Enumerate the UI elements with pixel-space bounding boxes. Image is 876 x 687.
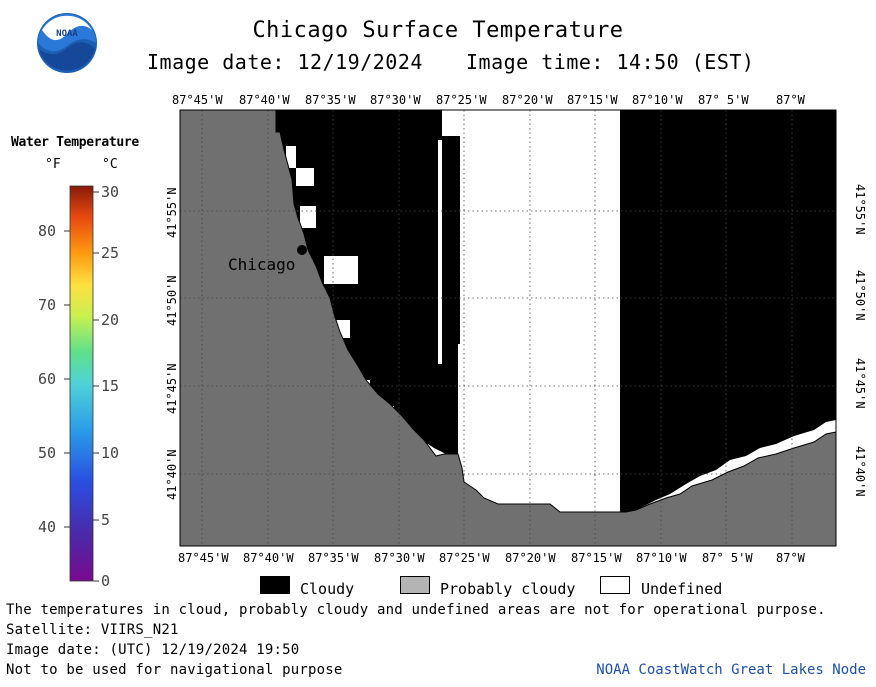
cloudy-swatch [260, 576, 290, 594]
cloud-region-east [620, 110, 836, 514]
lat-label: 41°40'N [853, 446, 867, 497]
bottom-lon-labels: 87°45'W 87°40'W 87°35'W 87°30'W 87°25'W … [178, 551, 806, 565]
noaa-logo-text: NOAA [56, 29, 78, 39]
legend-title: Water Temperature [11, 135, 139, 150]
unit-fahrenheit: °F [45, 157, 61, 172]
chicago-marker [297, 245, 307, 255]
disclaimer-note: The temperatures in cloud, probably clou… [6, 602, 826, 618]
cloud-region-west [276, 110, 460, 454]
lon-label: 87°25'W [439, 551, 490, 565]
city-label: Chicago [228, 255, 295, 274]
cloudy-label: Cloudy [300, 580, 355, 598]
noaa-logo: NOAA [36, 12, 98, 74]
lon-label: 87°W [776, 551, 806, 565]
undefined-label: Undefined [641, 580, 723, 598]
f-tick: 70 [38, 296, 56, 314]
color-scale: 40 50 60 70 80 0 5 10 15 20 25 30 [38, 183, 119, 590]
utc-date: Image date: (UTC) 12/19/2024 19:50 [6, 642, 300, 658]
graticule [180, 110, 836, 546]
lon-label: 87°30'W [370, 93, 421, 107]
lon-label: 87°15'W [567, 93, 618, 107]
c-tick: 15 [101, 377, 119, 395]
c-tick: 20 [101, 311, 119, 329]
lon-label: 87° 5'W [698, 93, 749, 107]
right-lat-labels: 41°55'N 41°50'N 41°45'N 41°40'N [853, 184, 867, 497]
left-lat-labels: 41°55'N 41°50'N 41°45'N 41°40'N [165, 187, 179, 500]
map: 87°45'W 87°40'W 87°35'W 87°30'W 87°25'W … [165, 93, 867, 565]
lon-label: 87°45'W [172, 93, 223, 107]
lon-label: 87°35'W [305, 93, 356, 107]
satellite-info: Satellite: VIIRS_N21 [6, 622, 179, 638]
lon-label: 87° 5'W [702, 551, 753, 565]
f-tick: 40 [38, 518, 56, 536]
f-tick: 80 [38, 222, 56, 240]
lon-label: 87°30'W [374, 551, 425, 565]
lon-label: 87°10'W [636, 551, 687, 565]
lat-label: 41°50'N [853, 270, 867, 321]
image-date: Image date: 12/19/2024 [147, 50, 423, 74]
c-tick: 5 [101, 511, 110, 529]
lon-label: 87°40'W [243, 551, 294, 565]
page-title: Chicago Surface Temperature [252, 18, 624, 43]
probably-cloudy-label: Probably cloudy [440, 580, 576, 598]
lat-label: 41°45'N [165, 363, 179, 414]
lon-label: 87°20'W [502, 93, 553, 107]
nav-warning: Not to be used for navigational purpose [6, 662, 343, 678]
lat-label: 41°50'N [165, 275, 179, 326]
probably-cloudy-swatch [400, 576, 430, 594]
f-tick: 60 [38, 370, 56, 388]
lon-label: 87°15'W [571, 551, 622, 565]
lon-label: 87°40'W [239, 93, 290, 107]
lat-label: 41°40'N [165, 449, 179, 500]
c-tick: 0 [101, 572, 110, 590]
lat-label: 41°55'N [165, 187, 179, 238]
lon-label: 87°W [776, 93, 806, 107]
lon-label: 87°25'W [436, 93, 487, 107]
scale-ticks [64, 191, 99, 582]
c-tick: 10 [101, 444, 119, 462]
lat-label: 41°55'N [853, 184, 867, 235]
land [179, 109, 837, 547]
lon-label: 87°10'W [632, 93, 683, 107]
lon-label: 87°45'W [178, 551, 229, 565]
c-tick: 25 [101, 244, 119, 262]
lat-label: 41°45'N [853, 358, 867, 409]
image-time: Image time: 14:50 (EST) [466, 50, 755, 74]
top-lon-labels: 87°45'W 87°40'W 87°35'W 87°30'W 87°25'W … [172, 93, 806, 107]
c-tick: 30 [101, 183, 119, 201]
lon-label: 87°35'W [308, 551, 359, 565]
f-tick: 50 [38, 444, 56, 462]
undefined-swatch [600, 576, 630, 594]
lon-label: 87°20'W [505, 551, 556, 565]
credit-text: NOAA CoastWatch Great Lakes Node [596, 662, 866, 678]
unit-celsius: °C [102, 157, 118, 172]
